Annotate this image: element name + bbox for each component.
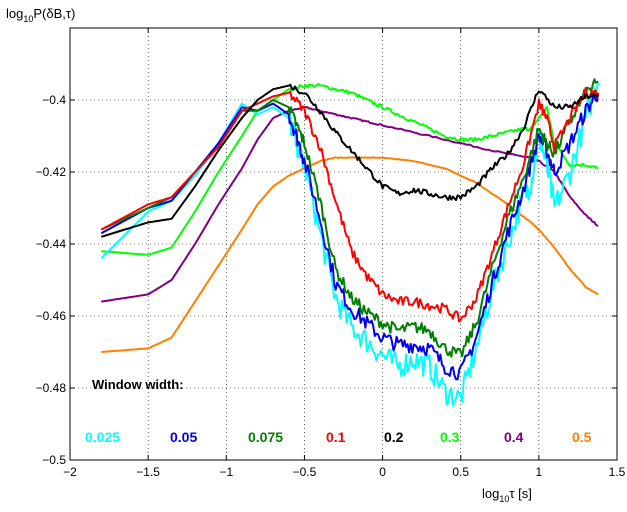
x-axis-label-subscript: 10 (499, 494, 509, 504)
y-axis-label-rest: P(δB,τ) (33, 6, 75, 21)
y-axis-label-subscript: 10 (23, 14, 33, 24)
y-tick-label: −0.42 (36, 165, 67, 179)
series-line-0.3 (101, 83, 599, 256)
series-line-0.4 (101, 105, 599, 303)
legend-entry-0.4: 0.4 (504, 429, 524, 445)
series-line-0.5 (101, 156, 599, 353)
x-tick-label: −1 (219, 465, 233, 479)
legend-entry-0.3: 0.3 (440, 429, 460, 445)
grid (70, 28, 617, 460)
series-layer (100, 78, 600, 407)
x-axis-label-base: log (482, 486, 499, 501)
legend: 0.025 0.05 0.075 0.1 0.2 0.3 0.4 0.5 (85, 429, 592, 445)
legend-entry-0.2: 0.2 (384, 429, 404, 445)
y-tick-label: −0.44 (36, 237, 67, 251)
x-tick-label: 1 (536, 465, 543, 479)
legend-title: Window width: (92, 377, 184, 392)
y-tick-label: −0.48 (36, 381, 67, 395)
legend-entry-0.075: 0.075 (248, 429, 283, 445)
x-tick-label: −1.5 (136, 465, 160, 479)
y-axis-ticks: −0.5 −0.48 −0.46 −0.44 −0.42 −0.4 (36, 93, 617, 467)
y-tick-label: −0.4 (42, 93, 66, 107)
series-line-0.2 (101, 83, 599, 238)
legend-entry-0.1: 0.1 (326, 429, 346, 445)
x-axis-label: log10τ [s] (482, 486, 532, 504)
x-axis-label-rest: τ [s] (509, 486, 531, 501)
legend-entry-0.025: 0.025 (85, 429, 120, 445)
x-tick-label: −0.5 (293, 465, 317, 479)
y-axis-label-base: log (6, 6, 23, 21)
y-tick-label: −0.5 (42, 453, 66, 467)
legend-entry-0.5: 0.5 (572, 429, 592, 445)
x-axis-ticks: −2 −1.5 −1 −0.5 0 0.5 1 1.5 (63, 28, 626, 479)
series-line-0.05 (100, 92, 600, 381)
x-tick-label: 1.5 (609, 465, 626, 479)
series-line-0.1 (100, 87, 600, 323)
x-tick-label: 0 (379, 465, 386, 479)
legend-entry-0.05: 0.05 (170, 429, 197, 445)
y-axis-label: log10P(δB,τ) (6, 6, 75, 24)
x-tick-label: 0.5 (452, 465, 469, 479)
x-tick-label: −2 (63, 465, 77, 479)
y-tick-label: −0.46 (36, 309, 67, 323)
